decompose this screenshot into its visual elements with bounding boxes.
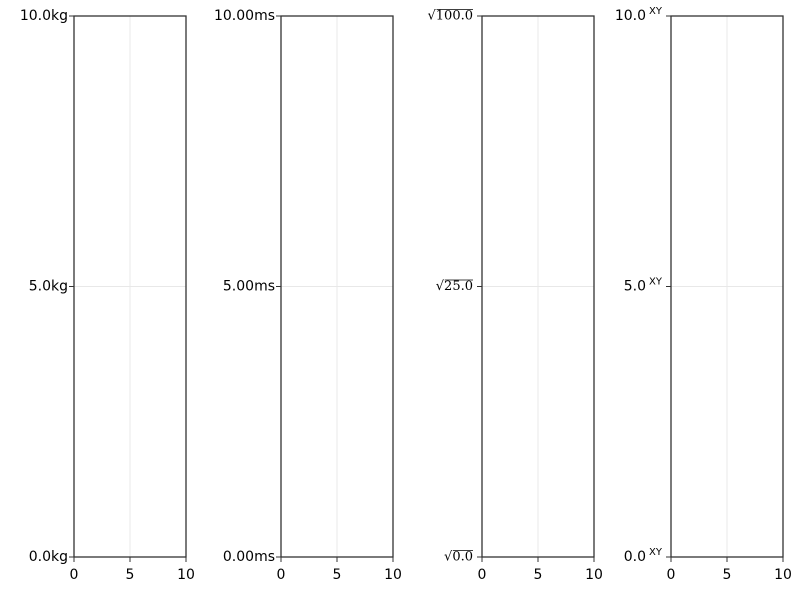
y-tick-label: 0.00ms <box>223 549 275 565</box>
y-tick-label: √0.0 <box>444 550 473 565</box>
x-tick-label: 10 <box>774 567 792 583</box>
x-tick-label: 5 <box>723 567 732 583</box>
y-tick-label: 0.0kg <box>29 549 68 565</box>
y-tick-label: 10.00ms <box>214 8 275 24</box>
y-tick-label: 5.00ms <box>223 279 275 295</box>
y-tick-superscript: XY <box>649 6 663 17</box>
x-tick-label: 10 <box>177 567 195 583</box>
y-tick-superscript: XY <box>649 277 663 288</box>
y-tick-superscript: XY <box>649 547 663 558</box>
x-tick-label: 10 <box>585 567 603 583</box>
x-tick-label: 0 <box>478 567 487 583</box>
x-tick-label: 0 <box>277 567 286 583</box>
y-tick-label: 10.0kg <box>20 8 68 24</box>
y-tick-label: √25.0 <box>436 279 473 294</box>
x-tick-label: 0 <box>667 567 676 583</box>
y-tick-label: √100.0 <box>428 9 474 24</box>
y-tick-label: 5.0kg <box>29 279 68 295</box>
x-tick-label: 5 <box>333 567 342 583</box>
y-tick-label: 5.0 <box>624 279 646 295</box>
x-tick-label: 5 <box>534 567 543 583</box>
axis-panel: 0 5 10 0.0kg 5.0kg 10.0kg <box>20 8 195 583</box>
x-tick-label: 10 <box>384 567 402 583</box>
x-tick-label: 5 <box>126 567 135 583</box>
axis-panel: 0 5 10 √0.0 √25.0 √100.0 <box>428 9 603 584</box>
axis-panel: 0 5 10 0.00ms 5.00ms 10.00ms <box>214 8 402 583</box>
y-tick-label: 0.0 <box>624 549 646 565</box>
x-tick-label: 0 <box>70 567 79 583</box>
y-tick-label: 10.0 <box>615 8 646 24</box>
